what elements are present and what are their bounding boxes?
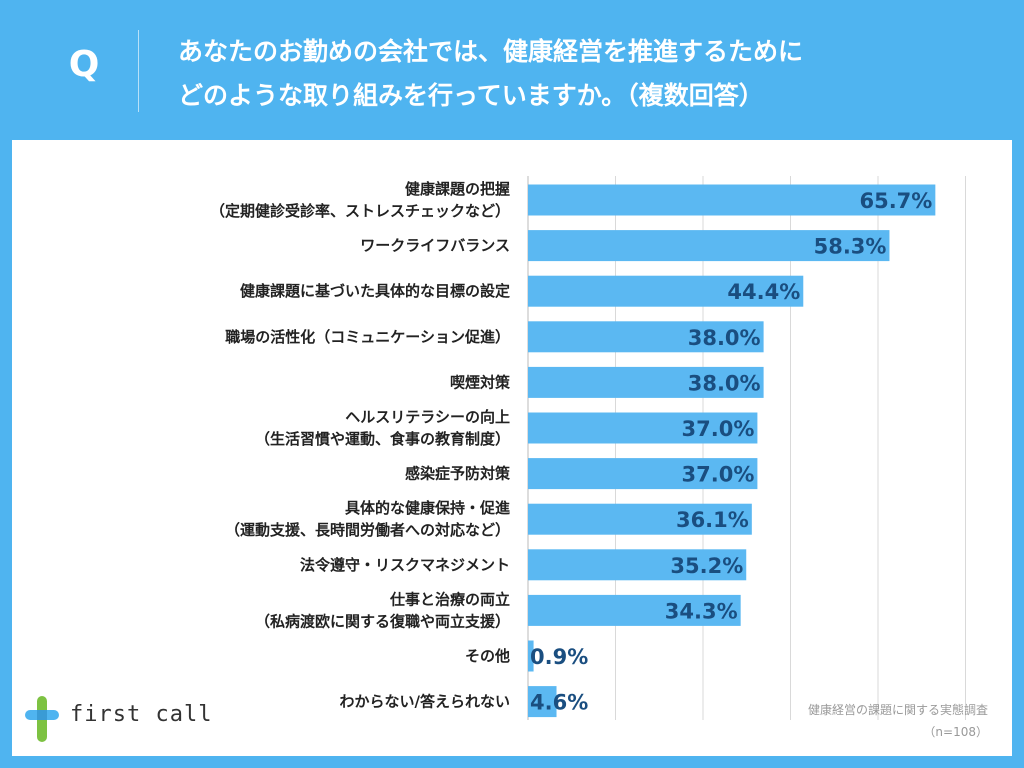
category-label: 職場の活性化（コミュニケーション促進） xyxy=(225,328,510,346)
bar xyxy=(528,412,758,444)
category-label: わからない/答えられない xyxy=(340,693,510,711)
category-label: ヘルスリテラシーの向上 xyxy=(345,408,510,426)
data-label: 4.6% xyxy=(530,691,588,715)
question-line-2: どのような取り組みを行っていますか。（複数回答） xyxy=(178,81,764,110)
bar xyxy=(528,458,758,490)
bar xyxy=(528,640,534,672)
data-label: 65.7% xyxy=(859,189,932,213)
sample-size: （n=108） xyxy=(923,725,988,739)
question-text: あなたのお勤めの会社では、健康経営を推進するために どのような取り組みを行ってい… xyxy=(178,30,998,118)
category-label: 法令遵守・リスクマネジメント xyxy=(300,556,510,574)
category-label: 具体的な健康保持・促進 xyxy=(345,499,511,517)
category-label: 仕事と治療の両立 xyxy=(389,590,510,608)
data-label: 37.0% xyxy=(682,417,755,441)
category-label: 健康課題に基づいた具体的な目標の設定 xyxy=(240,282,510,300)
bar xyxy=(528,230,890,262)
source-note: 健康経営の課題に関する実態調査 （n=108） xyxy=(808,699,988,743)
bar xyxy=(528,686,557,718)
data-label: 58.3% xyxy=(814,235,887,259)
category-label: （生活習慣や運動、食事の教育制度） xyxy=(255,430,510,448)
question-line-1: あなたのお勤めの会社では、健康経営を推進するために xyxy=(178,37,804,66)
bar xyxy=(528,184,936,216)
data-label: 37.0% xyxy=(682,463,755,487)
data-label: 36.1% xyxy=(676,508,749,532)
logo-text: first call xyxy=(70,702,213,727)
cross-logo-icon xyxy=(25,696,59,742)
category-label: 喫煙対策 xyxy=(450,373,511,391)
data-label: 0.9% xyxy=(530,645,588,669)
bar xyxy=(528,321,764,353)
bar xyxy=(528,366,764,398)
category-label: （定期健診受診率、ストレスチェックなど） xyxy=(210,202,510,220)
source-title: 健康経営の課題に関する実態調査 xyxy=(807,703,988,717)
bar xyxy=(528,549,747,581)
category-label: その他 xyxy=(465,647,510,665)
category-label: （私病渡欧に関する復職や両立支援） xyxy=(255,612,510,630)
data-label: 38.0% xyxy=(688,371,761,395)
bar xyxy=(528,594,741,626)
bar xyxy=(528,503,752,535)
question-mark: Q xyxy=(68,44,100,85)
category-label: 健康課題の把握 xyxy=(405,180,510,198)
category-label: （運動支援、長時間労働者への対応など） xyxy=(225,521,510,539)
bar xyxy=(528,275,804,307)
category-label: 感染症予防対策 xyxy=(405,465,511,483)
data-label: 35.2% xyxy=(670,554,743,578)
header-divider xyxy=(138,30,139,112)
data-label: 44.4% xyxy=(727,280,800,304)
category-label: ワークライフバランス xyxy=(360,237,510,255)
data-label: 34.3% xyxy=(665,599,738,623)
data-label: 38.0% xyxy=(688,326,761,350)
